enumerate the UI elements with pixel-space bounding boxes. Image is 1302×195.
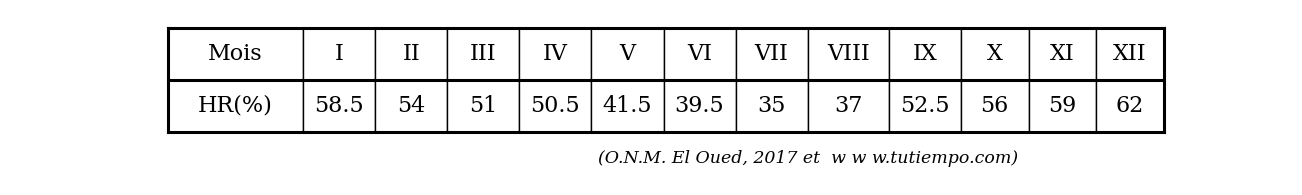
- Text: 62: 62: [1116, 95, 1144, 117]
- Text: 39.5: 39.5: [674, 95, 724, 117]
- Text: 37: 37: [835, 95, 862, 117]
- Text: 50.5: 50.5: [530, 95, 581, 117]
- Text: XII: XII: [1113, 43, 1147, 65]
- Text: 35: 35: [758, 95, 786, 117]
- Bar: [807, 28, 889, 80]
- Bar: [375, 80, 447, 131]
- Bar: [889, 28, 961, 80]
- Bar: [889, 80, 961, 131]
- Bar: [664, 80, 736, 131]
- Bar: [591, 80, 664, 131]
- Bar: [591, 28, 664, 80]
- Bar: [303, 80, 375, 131]
- Bar: [168, 80, 303, 131]
- Text: HR(%): HR(%): [198, 95, 273, 117]
- Text: Mois: Mois: [208, 43, 263, 65]
- Text: I: I: [335, 43, 344, 65]
- Text: 54: 54: [397, 95, 426, 117]
- Text: 41.5: 41.5: [603, 95, 652, 117]
- Text: 59: 59: [1048, 95, 1077, 117]
- Bar: [961, 80, 1029, 131]
- Bar: [1096, 28, 1164, 80]
- Bar: [303, 28, 375, 80]
- Text: VI: VI: [687, 43, 712, 65]
- Bar: [375, 28, 447, 80]
- Text: II: II: [402, 43, 421, 65]
- Bar: [961, 28, 1029, 80]
- Text: (O.N.M. El Oued, 2017 et  w w w.tutiempo.com): (O.N.M. El Oued, 2017 et w w w.tutiempo.…: [599, 150, 1018, 167]
- Bar: [736, 28, 807, 80]
- Bar: [1096, 80, 1164, 131]
- Text: VII: VII: [755, 43, 789, 65]
- Bar: [1029, 28, 1096, 80]
- Text: III: III: [470, 43, 496, 65]
- Bar: [519, 28, 591, 80]
- Bar: [519, 80, 591, 131]
- Text: V: V: [620, 43, 635, 65]
- Text: 52.5: 52.5: [900, 95, 949, 117]
- Bar: [1029, 80, 1096, 131]
- Text: IV: IV: [543, 43, 568, 65]
- Text: VIII: VIII: [827, 43, 870, 65]
- Text: X: X: [987, 43, 1003, 65]
- Text: IX: IX: [913, 43, 937, 65]
- Text: 58.5: 58.5: [314, 95, 363, 117]
- Text: 56: 56: [980, 95, 1009, 117]
- Bar: [736, 80, 807, 131]
- Bar: [168, 28, 303, 80]
- Text: 51: 51: [469, 95, 497, 117]
- Bar: [447, 80, 519, 131]
- Bar: [664, 28, 736, 80]
- Text: XI: XI: [1049, 43, 1074, 65]
- Bar: [447, 28, 519, 80]
- Bar: [807, 80, 889, 131]
